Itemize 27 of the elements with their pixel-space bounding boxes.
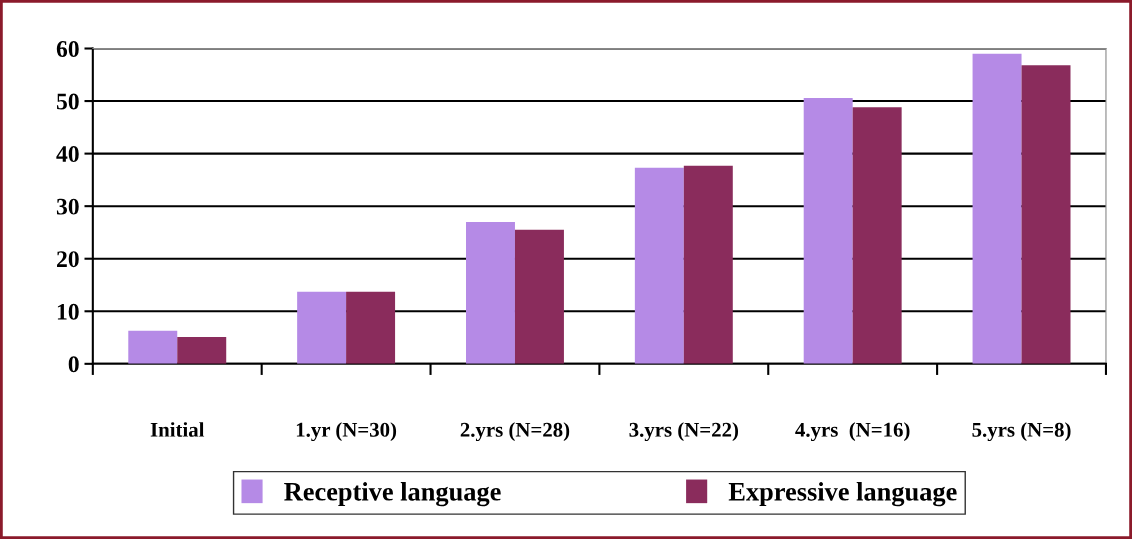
x-tick-label: 5.yrs (N=8) <box>972 422 1071 442</box>
x-tick-label: 3.yrs (N=22) <box>629 422 739 442</box>
bar <box>514 229 564 364</box>
bar <box>346 291 396 364</box>
y-tick-label: 30 <box>56 198 79 215</box>
x-tick-label: 4.yrs (N=16) <box>795 422 910 442</box>
bar <box>803 97 853 364</box>
y-tick-label: 0 <box>68 356 79 373</box>
y-tick-label: 50 <box>56 93 79 110</box>
bar <box>852 107 902 364</box>
bar <box>466 221 515 364</box>
legend-label: Receptive language <box>284 482 501 507</box>
legend-label: Expressive language <box>728 482 957 507</box>
bar <box>177 337 227 364</box>
y-tick-label: 20 <box>57 251 79 268</box>
bar <box>128 330 178 364</box>
y-tick-label: 40 <box>56 146 79 163</box>
y-tick-label: 60 <box>56 41 79 57</box>
x-tick-label: 1.yr (N=30) <box>296 422 397 442</box>
bar <box>1021 65 1071 364</box>
x-tick-label: Initial <box>150 422 205 437</box>
bar <box>297 291 347 364</box>
bar <box>634 167 684 364</box>
bar <box>972 53 1022 364</box>
y-tick-label: 10 <box>57 303 79 320</box>
bar <box>683 165 733 364</box>
x-tick-label: 2.yrs (N=28) <box>460 422 570 442</box>
